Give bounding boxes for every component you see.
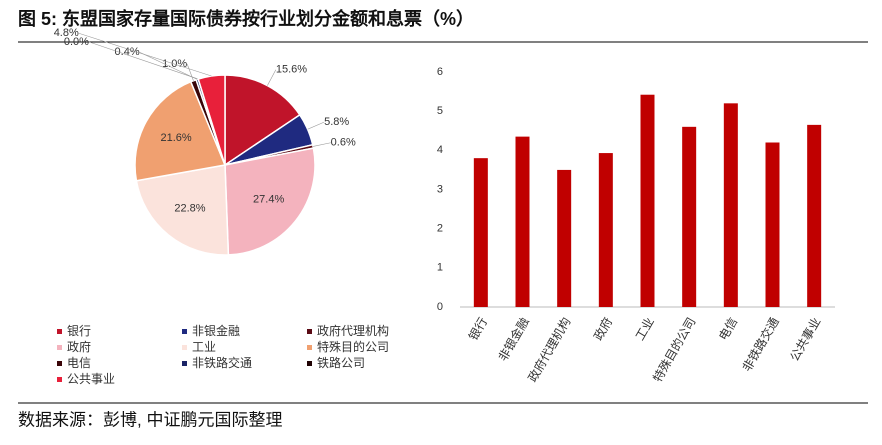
leader-line xyxy=(78,32,212,77)
legend-label: 铁路公司 xyxy=(317,355,365,370)
legend-label: 公共事业 xyxy=(67,372,115,386)
bar xyxy=(473,158,488,307)
bar xyxy=(557,169,572,307)
y-tick-label: 0 xyxy=(437,301,443,313)
figure-title: 图 5: 东盟国家存量国际债券按行业划分金额和息票（%） xyxy=(18,8,474,29)
legend-label: 电信 xyxy=(67,356,91,370)
x-tick-label: 公共事业 xyxy=(787,315,823,364)
legend-label: 政府 xyxy=(67,339,91,354)
pie-label: 4.8% xyxy=(54,27,79,39)
y-tick-label: 3 xyxy=(437,183,443,195)
pie-label: 0.4% xyxy=(115,46,140,58)
legend-swatch xyxy=(307,361,312,366)
pie-slice xyxy=(134,80,227,182)
legend-swatch xyxy=(307,329,312,334)
x-tick-label: 电信 xyxy=(716,315,740,343)
y-tick-label: 4 xyxy=(437,144,443,156)
bar xyxy=(807,124,822,307)
y-tick-label: 2 xyxy=(437,223,443,235)
y-tick-label: 6 xyxy=(437,66,443,78)
pie-label: 27.4% xyxy=(253,194,284,206)
legend-swatch xyxy=(182,345,187,350)
pie-slice xyxy=(224,147,316,256)
x-tick-label: 非银金融 xyxy=(495,315,532,364)
legend-label: 银行 xyxy=(67,324,91,338)
leader-line xyxy=(267,69,277,86)
pie-label: 1.0% xyxy=(162,58,187,70)
y-tick-label: 5 xyxy=(437,105,443,117)
x-tick-label: 银行 xyxy=(466,315,490,343)
y-tick-label: 1 xyxy=(437,262,443,274)
legend-label: 非铁路交通 xyxy=(192,355,252,370)
pie-label: 22.8% xyxy=(174,202,205,214)
leader-line xyxy=(139,52,198,80)
legend-swatch xyxy=(57,377,62,382)
pie-label: 0.0% xyxy=(64,36,89,48)
pie-label: 0.6% xyxy=(331,137,356,149)
legend-label: 工业 xyxy=(192,340,216,354)
source: 数据来源：彭博, 中证鹏元国际整理 xyxy=(18,410,282,429)
leader-line xyxy=(88,41,199,80)
bar xyxy=(515,136,530,307)
legend-swatch xyxy=(57,329,62,334)
bar xyxy=(640,94,655,307)
legend-swatch xyxy=(182,361,187,366)
pie-label: 5.8% xyxy=(324,116,349,128)
bar xyxy=(723,103,738,307)
legend-swatch xyxy=(307,345,312,350)
legend-swatch xyxy=(182,329,187,334)
legend-label: 非银金融 xyxy=(192,323,240,338)
x-tick-label: 政府 xyxy=(590,315,615,343)
leader-line xyxy=(307,121,325,130)
leader-line xyxy=(186,63,194,81)
x-tick-label: 特殊目的公司 xyxy=(650,315,699,385)
pie-label: 21.6% xyxy=(161,132,192,144)
legend-label: 特殊目的公司 xyxy=(317,339,389,354)
legend-swatch xyxy=(57,345,62,350)
bar xyxy=(598,153,613,307)
x-tick-label: 工业 xyxy=(633,315,657,343)
legend-label: 政府代理机构 xyxy=(317,323,389,338)
bar xyxy=(765,142,780,307)
leader-line xyxy=(313,142,331,147)
bar xyxy=(682,126,697,307)
pie-slice xyxy=(135,164,230,256)
legend-swatch xyxy=(57,361,62,366)
x-tick-label: 政府代理机构 xyxy=(525,315,574,385)
pie-label: 15.6% xyxy=(276,64,307,76)
x-tick-label: 非铁路交通 xyxy=(739,315,782,374)
